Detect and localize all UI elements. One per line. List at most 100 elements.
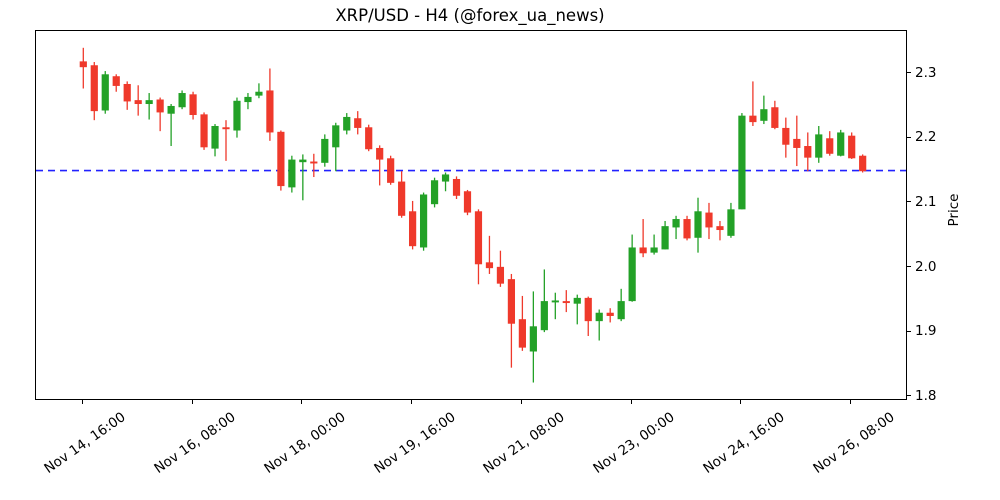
candle-body-down	[606, 312, 614, 316]
y-tick-mark	[907, 395, 911, 397]
candle-body-down	[507, 279, 516, 324]
candle-body-up	[178, 93, 186, 108]
candle-body-up	[145, 100, 153, 105]
x-tick-label: Nov 23, 00:00	[590, 409, 678, 477]
x-tick-label: Nov 14, 16:00	[41, 409, 129, 477]
x-tick-mark	[630, 400, 632, 404]
x-tick-label: Nov 26, 08:00	[810, 409, 898, 477]
y-tick-mark	[907, 72, 911, 74]
candle-body-up	[244, 96, 252, 103]
candle-body-down	[200, 114, 208, 148]
candle-body-up	[815, 134, 823, 158]
candle-body-up	[321, 138, 329, 163]
candle-body-down	[387, 158, 395, 183]
candle-body-down	[376, 147, 384, 160]
candle-body-up	[299, 159, 307, 163]
candle-body-down	[123, 83, 131, 102]
candle-body-up	[551, 300, 559, 303]
y-tick-label: 2.1	[915, 193, 937, 210]
candle-body-down	[354, 118, 362, 128]
candle-body-down	[639, 247, 647, 254]
candle-body-down	[90, 65, 98, 112]
x-tick-mark	[81, 400, 83, 404]
candle-body-down	[749, 115, 757, 123]
candle-body-up	[672, 219, 680, 228]
y-tick-label: 1.9	[915, 323, 937, 340]
candle-body-up	[430, 180, 439, 205]
x-tick-mark	[301, 400, 303, 404]
x-tick-label: Nov 18, 00:00	[261, 409, 349, 477]
candle-body-up	[332, 125, 340, 148]
x-tick-mark	[520, 400, 522, 404]
candle-body-down	[134, 100, 142, 105]
x-tick-mark	[740, 400, 742, 404]
candle-body-up	[167, 105, 175, 114]
candle-body-down	[683, 219, 691, 239]
candle-body-up	[255, 91, 263, 96]
candle-body-down	[266, 90, 274, 133]
candle-body-up	[595, 312, 603, 322]
candle-body-down	[562, 301, 570, 304]
candle-body-up	[628, 247, 636, 302]
candle-body-down	[485, 262, 494, 269]
candle-body-down	[804, 146, 812, 158]
candle-body-down	[79, 61, 87, 68]
candle-body-down	[848, 135, 856, 159]
candle-body-up	[760, 109, 768, 121]
candle-body-up	[288, 159, 296, 188]
candle-body-up	[650, 247, 658, 253]
candle-body-down	[474, 211, 483, 265]
candle-body-up	[694, 211, 702, 238]
candle-body-down	[771, 107, 779, 128]
chart-title: XRP/USD - H4 (@forex_ua_news)	[335, 6, 605, 25]
candle-body-up	[617, 301, 625, 320]
x-tick-mark	[411, 400, 413, 404]
x-tick-label: Nov 24, 16:00	[700, 409, 788, 477]
x-tick-label: Nov 21, 08:00	[480, 409, 569, 477]
candle-body-down	[156, 99, 164, 113]
candle-body-down	[859, 155, 867, 172]
candle-body-down	[398, 181, 406, 216]
plot-area	[35, 30, 907, 400]
y-tick-mark	[907, 330, 911, 332]
candle-body-down	[705, 212, 713, 228]
candle-body-up	[343, 116, 351, 131]
candle-body-down	[310, 161, 318, 164]
x-tick-mark	[191, 400, 193, 404]
y-tick-mark	[907, 201, 911, 203]
x-tick-label: Nov 16, 08:00	[151, 409, 239, 477]
candle-body-down	[793, 138, 801, 148]
candle-body-up	[233, 100, 241, 131]
candle-body-up	[529, 326, 537, 352]
candle-body-down	[518, 319, 526, 348]
candle-body-up	[837, 132, 845, 156]
candle-body-up	[419, 194, 428, 248]
candle-body-up	[727, 209, 735, 236]
y-tick-mark	[907, 136, 911, 138]
y-tick-label: 2.2	[915, 129, 937, 146]
candle-body-down	[409, 211, 417, 247]
x-tick-label: Nov 19, 16:00	[370, 409, 459, 477]
candle-body-up	[540, 301, 548, 331]
candle-body-down	[716, 226, 724, 231]
x-tick-mark	[850, 400, 852, 404]
candle-body-up	[573, 297, 581, 304]
candle-body-down	[826, 138, 834, 154]
candle-body-up	[101, 74, 109, 111]
y-tick-label: 1.8	[915, 387, 937, 404]
candle-body-down	[112, 76, 120, 86]
candle-body-down	[452, 178, 461, 196]
y-tick-mark	[907, 266, 911, 267]
candle-body-down	[463, 191, 472, 213]
candle-body-down	[277, 131, 285, 187]
candle-body-down	[189, 94, 197, 116]
y-tick-label: 2.0	[915, 258, 937, 275]
candle-body-down	[365, 127, 373, 150]
candle-body-up	[738, 115, 746, 210]
price-axis-label: Price	[946, 193, 962, 227]
candlestick-chart	[36, 47, 906, 383]
candle-body-down	[496, 266, 505, 284]
candle-body-down	[782, 127, 790, 145]
y-tick-label: 2.3	[915, 64, 937, 81]
